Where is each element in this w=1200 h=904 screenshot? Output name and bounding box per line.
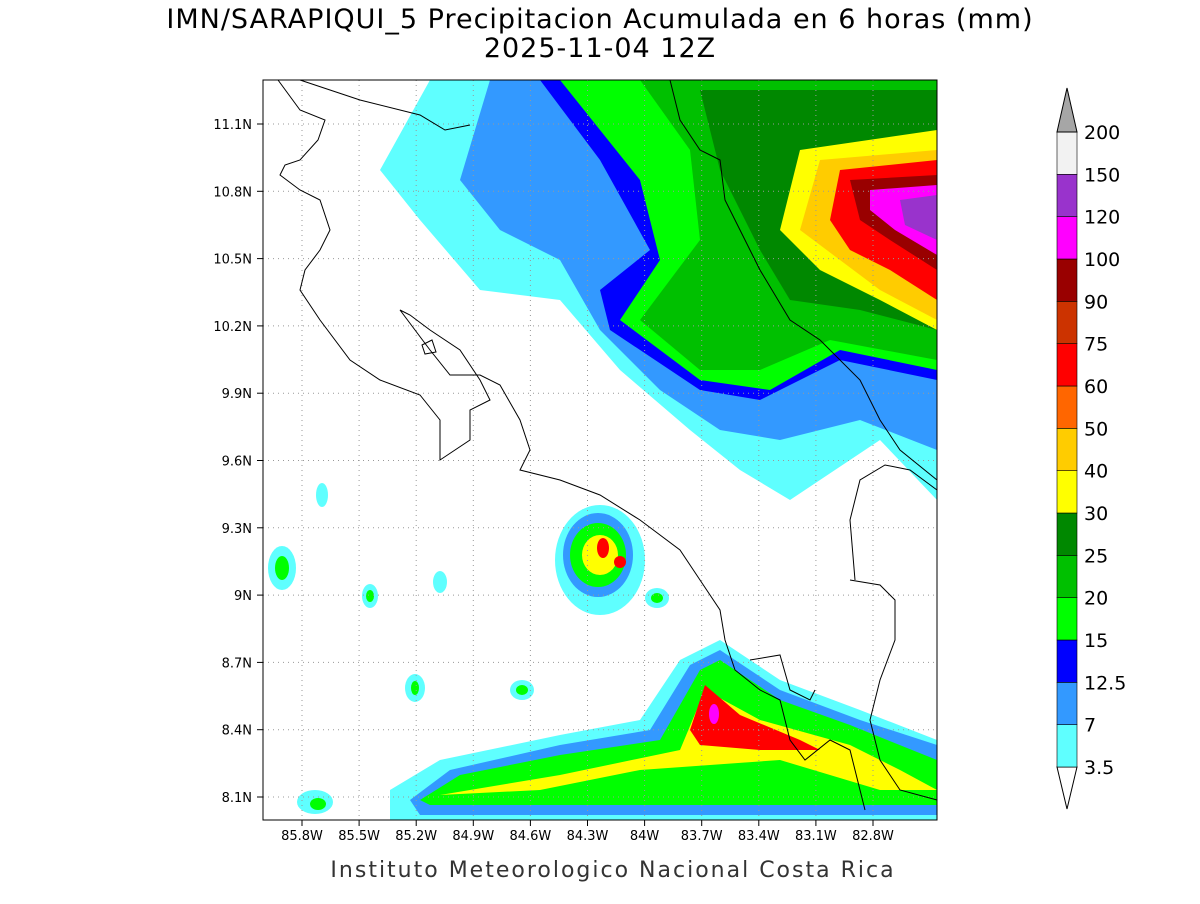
- precip-field: [268, 80, 937, 820]
- lon-label: 83.7W: [681, 829, 723, 844]
- colorbar-label: 60: [1084, 376, 1108, 398]
- colorbar-box: [1056, 470, 1078, 514]
- colorbar-label: 150: [1084, 164, 1120, 186]
- colorbar-box: [1056, 301, 1078, 344]
- precip-contour: [411, 681, 419, 695]
- colorbar-over: [1056, 87, 1078, 133]
- colorbar-label: 25: [1084, 545, 1108, 567]
- colorbar-label: 3.5: [1084, 757, 1114, 779]
- lon-label: 85.5W: [338, 829, 380, 844]
- colorbar-box: [1056, 724, 1078, 768]
- lon-label: 85.8W: [281, 829, 323, 844]
- precip-contour: [275, 556, 289, 580]
- colorbar-box: [1056, 216, 1078, 260]
- precip-contour: [366, 590, 374, 602]
- lat-label: 11.1N: [213, 118, 252, 133]
- lat-label: 10.2N: [213, 320, 252, 335]
- footer: Instituto Meteorologico Nacional Costa R…: [330, 858, 895, 883]
- colorbar-box: [1056, 174, 1078, 217]
- colorbar-box: [1056, 343, 1078, 387]
- lon-label: 85.2W: [395, 829, 437, 844]
- colorbar-box: [1056, 428, 1078, 471]
- colorbar-box: [1056, 639, 1078, 683]
- lat-label: 10.8N: [213, 185, 252, 200]
- title: IMN/SARAPIQUI_5 Precipitacion Acumulada …: [166, 4, 1033, 35]
- lat-label: 10.5N: [213, 253, 252, 268]
- colorbar-label: 50: [1084, 418, 1108, 440]
- colorbar-label: 12.5: [1084, 672, 1126, 694]
- lat-label: 8.7N: [222, 656, 252, 671]
- colorbar-label: 20: [1084, 588, 1108, 610]
- colorbar-box: [1056, 597, 1078, 641]
- lon-label: 84.9W: [452, 829, 494, 844]
- colorbar-label: 100: [1084, 249, 1120, 271]
- precip-contour: [651, 593, 663, 603]
- lon-label: 83.1W: [795, 829, 837, 844]
- colorbar-box: [1056, 512, 1078, 556]
- precip-contour: [316, 483, 328, 507]
- lon-label: 83.4W: [738, 829, 780, 844]
- precip-contour: [690, 685, 820, 750]
- colorbar-box: [1056, 258, 1078, 302]
- lon-label: 82.8W: [852, 829, 894, 844]
- colorbar-label: 200: [1084, 122, 1120, 144]
- lat-label: 8.4N: [222, 724, 252, 739]
- lat-label: 9.9N: [222, 387, 252, 402]
- precip-contour: [440, 690, 937, 795]
- colorbar-box: [1056, 385, 1078, 429]
- colorbar-label: 90: [1084, 291, 1108, 313]
- lon-label: 84.6W: [509, 829, 551, 844]
- lon-label: 84.3W: [567, 829, 609, 844]
- map-frame: [262, 79, 938, 821]
- precip-contour: [310, 798, 326, 810]
- precip-contour: [709, 704, 719, 724]
- precip-contour: [900, 195, 937, 240]
- colorbar-box: [1056, 555, 1078, 598]
- coastline: [277, 79, 938, 811]
- lat-label: 9.6N: [222, 455, 252, 470]
- lat-label: 9N: [234, 589, 252, 604]
- grid: [263, 80, 937, 820]
- precip-contour: [597, 538, 609, 558]
- colorbar-label: 15: [1084, 630, 1108, 652]
- lat-label: 9.3N: [222, 522, 252, 537]
- axis-labels: 11.1N 10.8N 10.5N 10.2N 9.9N 9.6N 9.3N 9N 8.7N 8.…: [213, 118, 894, 844]
- colorbar-box: [1056, 682, 1078, 725]
- colorbar-label: 30: [1084, 503, 1108, 525]
- colorbar-box: [1056, 131, 1078, 175]
- colorbar-label: 120: [1084, 207, 1120, 229]
- precip-contour: [433, 571, 447, 593]
- precip-contour: [420, 660, 937, 805]
- precip-contour: [614, 556, 626, 568]
- lat-label: 8.1N: [222, 791, 252, 806]
- colorbar-label: 7: [1084, 715, 1096, 737]
- lon-label: 84W: [630, 829, 660, 844]
- colorbar: 3.5 7 12.5 15 20 25 30 40 50 60 75 90 100 120 150 200: [1056, 87, 1126, 810]
- colorbar-label: 40: [1084, 461, 1108, 483]
- colorbar-label: 75: [1084, 334, 1108, 356]
- precip-contour: [516, 685, 528, 695]
- subtitle: 2025-11-04 12Z: [484, 33, 716, 64]
- colorbar-under: [1056, 766, 1078, 810]
